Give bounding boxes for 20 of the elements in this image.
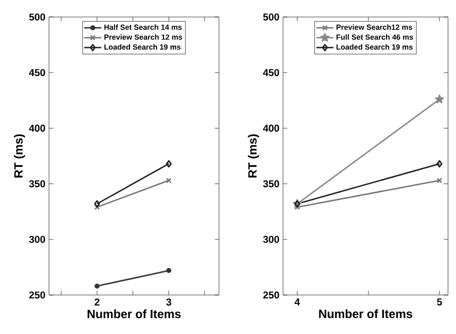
y-tick-label: 250 (29, 291, 46, 299)
x-tick-label: 5 (437, 298, 442, 306)
y-axis-title: RT (ms) (248, 134, 260, 178)
x-tick-label: 3 (166, 298, 172, 306)
y-tick-label: 400 (263, 124, 280, 132)
y-tick-label: 300 (263, 236, 280, 243)
x-tick-label: 4 (294, 298, 300, 306)
y-tick-label: 250 (263, 291, 280, 299)
y-tick-label: 400 (29, 124, 46, 132)
x-axis-title: Number of Items (88, 309, 181, 318)
y-tick-label: 500 (29, 13, 46, 21)
x-axis-title: Number of Items (319, 309, 412, 318)
y-tick-label: 350 (29, 180, 46, 188)
y-tick-label: 450 (29, 69, 46, 76)
y-tick-label: 450 (263, 69, 280, 76)
y-tick-label: 500 (263, 13, 280, 21)
x-tick-label: 2 (94, 298, 100, 306)
y-tick-label: 300 (29, 236, 46, 243)
y-axis-title: RT (ms) (14, 134, 26, 178)
y-tick-label: 350 (263, 180, 280, 188)
